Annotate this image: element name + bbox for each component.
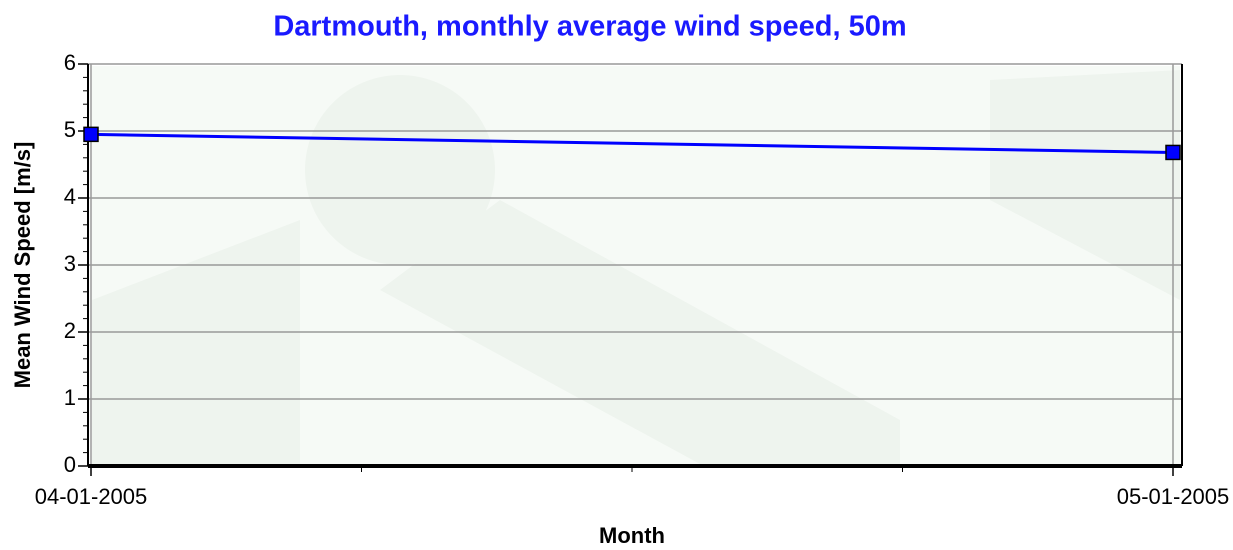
data-point	[84, 127, 98, 141]
y-tick-label: 6	[64, 50, 76, 75]
x-tick-label: 05-01-2005	[1117, 484, 1230, 509]
chart: Dartmouth, monthly average wind speed, 5…	[0, 0, 1233, 550]
x-axis-label: Month	[599, 523, 665, 548]
y-axis-label: Mean Wind Speed [m/s]	[10, 142, 35, 389]
y-tick-label: 5	[64, 117, 76, 142]
page: {"chart_data": {"type": "line", "title":…	[0, 0, 1233, 550]
chart-title: Dartmouth, monthly average wind speed, 5…	[273, 11, 906, 43]
y-tick-label: 0	[64, 452, 76, 477]
y-tick-label: 2	[64, 318, 76, 343]
y-tick-label: 3	[64, 251, 76, 276]
data-point	[1166, 145, 1180, 159]
y-tick-label: 4	[64, 184, 76, 209]
x-tick-label: 04-01-2005	[35, 484, 148, 509]
y-tick-label: 1	[64, 385, 76, 410]
